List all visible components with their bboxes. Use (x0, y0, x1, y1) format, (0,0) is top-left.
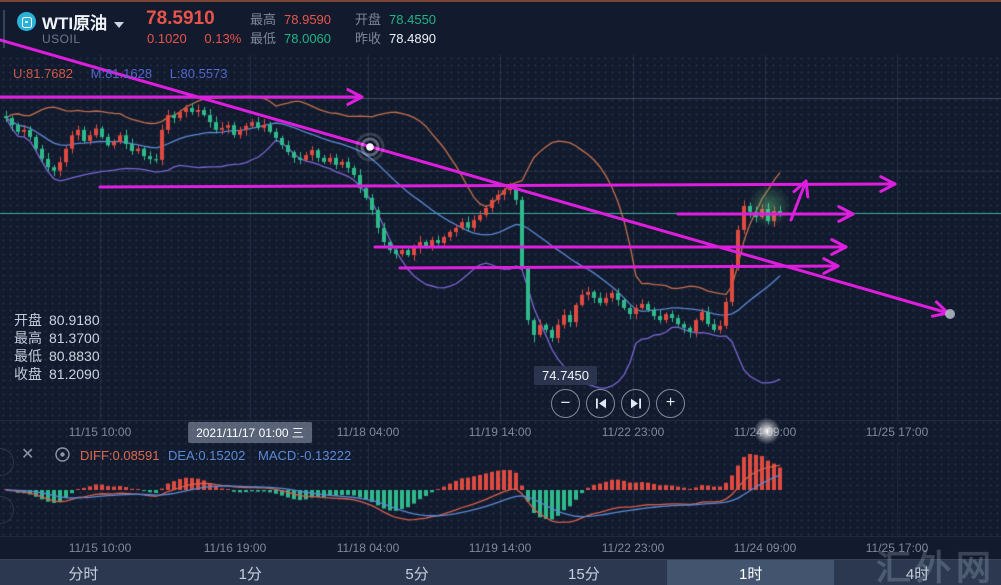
tab-1分[interactable]: 1分 (238, 565, 262, 583)
zoom-out-button[interactable]: − (551, 389, 580, 418)
boll-mid-label: M:81.1628 (90, 66, 153, 81)
skip-end-button[interactable] (621, 389, 650, 418)
tab-1时[interactable]: 1时 (667, 560, 835, 585)
last-price: 78.5910 (146, 8, 215, 29)
ohlc-label: 开盘 (14, 312, 42, 328)
time-axis-label: 11/18 04:00 (336, 425, 400, 439)
stat-label: 昨收 (355, 31, 382, 46)
boll-upper-label: U:81.7682 (13, 66, 73, 81)
time-axis-label: 11/16 19:00 (203, 541, 267, 555)
symbol-title: WTI原油 (42, 14, 108, 33)
stat-value: 78.0060 (284, 31, 332, 46)
stat-label: 最低 (250, 31, 277, 46)
symbol-code: USOIL (42, 32, 81, 46)
change-percent: 0.13% (204, 31, 242, 46)
close-icon[interactable]: ✕ (21, 446, 35, 463)
stat-value: 78.9590 (284, 12, 332, 27)
ohlc-value: 80.8830 (49, 348, 100, 364)
macd-diff-value: DIFF:0.08591 (80, 448, 160, 463)
symbol-selector[interactable]: WTI原油 (42, 9, 125, 34)
header-stat: 最低 78.0060 (250, 28, 331, 47)
hovered-candle-ohlc-panel: 开盘 80.9180 最高 81.3700 最低 80.8830 收盘 81.2090 (14, 311, 100, 383)
time-axis-label: 11/25 17:00 (865, 541, 929, 555)
ohlc-row: 最低 80.8830 (14, 347, 100, 365)
boll-lower-label: L:80.5573 (169, 66, 228, 81)
time-axis-label: 11/25 17:00 (865, 425, 929, 439)
chart-nav-controls: − + (551, 389, 685, 418)
ohlc-row: 开盘 80.9180 (14, 311, 100, 329)
ohlc-row: 最高 81.3700 (14, 329, 100, 347)
time-axis-label: 11/18 04:00 (336, 541, 400, 555)
main-price-chart[interactable] (0, 55, 1001, 420)
header-stat: 开盘 78.4550 (355, 9, 436, 28)
tab-5分[interactable]: 5分 (405, 565, 429, 583)
header: WTI原油 USOIL 78.5910 0.1020 0.13% 最高 78.95… (0, 0, 1001, 55)
zoom-in-button[interactable]: + (656, 389, 685, 418)
macd-indicator-chart[interactable] (0, 443, 1001, 536)
tab-4时[interactable]: 4时 (905, 565, 930, 583)
ohlc-label: 收盘 (14, 366, 42, 382)
lowest-price-label: 74.7450 (534, 366, 597, 385)
stat-label: 开盘 (355, 12, 382, 27)
indicator-settings-icon[interactable] (54, 446, 71, 466)
time-axis-label: 11/19 14:00 (468, 425, 532, 439)
header-stat: 昨收 78.4890 (355, 28, 436, 47)
ohlc-value: 81.3700 (49, 330, 100, 346)
time-axis-label: 11/15 10:00 (68, 425, 132, 439)
main-time-axis: 11/15 10:00 2021/11/17 01:00 三 11/18 04:00… (0, 420, 1001, 444)
stat-label: 最高 (250, 12, 277, 27)
time-axis-label: 11/22 23:00 (601, 425, 665, 439)
time-axis-label: 11/22 23:00 (601, 541, 665, 555)
macd-time-axis: 11/15 10:00 11/16 19:00 11/18 04:00 11/19 1… (0, 536, 1001, 560)
macd-hist-value: MACD:-0.13222 (258, 448, 352, 463)
time-axis-label: 11/15 10:00 (68, 541, 132, 555)
header-stat: 最高 78.9590 (250, 9, 331, 28)
tab-分时[interactable]: 分时 (68, 565, 99, 583)
stat-value: 78.4890 (389, 31, 437, 46)
header-stats: 最高 78.9590 最低 78.0060 开盘 78.4550 昨收 78.4890 (250, 9, 436, 47)
ohlc-label: 最高 (14, 330, 42, 346)
stat-value: 78.4550 (389, 12, 437, 27)
tab-15分[interactable]: 15分 (568, 565, 600, 583)
left-edge-line (3, 10, 5, 48)
ohlc-value: 80.9180 (49, 312, 100, 328)
chevron-down-icon (114, 21, 125, 28)
price-change: 0.1020 0.13% (147, 31, 255, 46)
time-axis-label: 2021/11/17 01:00 三 (188, 422, 312, 443)
ohlc-label: 最低 (14, 348, 42, 364)
time-axis-label: 11/19 14:00 (468, 541, 532, 555)
last-candle-glow (746, 183, 792, 229)
time-axis-label: 11/24 09:00 (733, 541, 797, 555)
instrument-logo-icon (17, 12, 36, 31)
macd-dea-value: DEA:0.15202 (168, 448, 246, 463)
bollinger-labels: U:81.7682 M:81.1628 L:80.5573 (13, 66, 242, 81)
ohlc-value: 81.2090 (49, 366, 100, 382)
axis-highlight-glow (753, 417, 781, 445)
ohlc-row: 收盘 81.2090 (14, 365, 100, 383)
skip-start-button[interactable] (586, 389, 615, 418)
timeframe-tab-bar: 分时 1分 5分 15分 1时 4时 (0, 559, 1001, 585)
change-value: 0.1020 (147, 31, 187, 46)
